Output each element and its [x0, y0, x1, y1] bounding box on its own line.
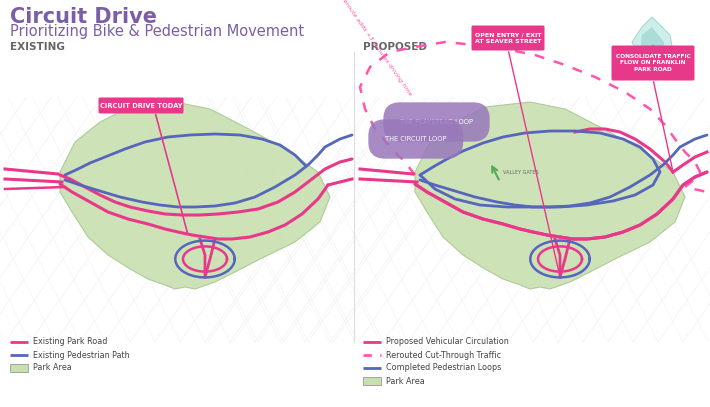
Text: Park Area: Park Area [33, 363, 72, 372]
Polygon shape [632, 17, 674, 69]
FancyBboxPatch shape [363, 377, 381, 385]
Text: CONSOLIDATE TRAFFIC
FLOW ON FRANKLIN
PARK ROAD: CONSOLIDATE TRAFFIC FLOW ON FRANKLIN PAR… [616, 54, 690, 72]
Text: Park Area: Park Area [386, 376, 425, 385]
FancyBboxPatch shape [10, 364, 28, 372]
Text: CIRCUIT DRIVE TODAY: CIRCUIT DRIVE TODAY [99, 103, 182, 109]
Text: THE CIRCUIT LOOP: THE CIRCUIT LOOP [385, 136, 447, 142]
Text: PROPOSED: PROPOSED [363, 42, 427, 52]
Polygon shape [415, 102, 685, 289]
Text: Existing Pedestrian Path: Existing Pedestrian Path [33, 350, 130, 359]
Text: THE PLAYSTEAD LOOP: THE PLAYSTEAD LOOP [400, 119, 473, 125]
Text: Proposed Vehicular Circulation: Proposed Vehicular Circulation [386, 337, 509, 346]
Polygon shape [640, 27, 664, 65]
Text: EXISTING: EXISTING [10, 42, 65, 52]
FancyBboxPatch shape [611, 46, 694, 81]
FancyBboxPatch shape [99, 98, 183, 114]
Text: Circuit Drive: Circuit Drive [10, 7, 157, 27]
Text: Prioritizing Bike & Pedestrian Movement: Prioritizing Bike & Pedestrian Movement [10, 24, 304, 39]
Text: OPEN ENTRY / EXIT
AT SEAVER STREET: OPEN ENTRY / EXIT AT SEAVER STREET [475, 33, 541, 44]
FancyBboxPatch shape [471, 26, 545, 50]
Text: Rerouted Cut-Through Traffic: Rerouted Cut-Through Traffic [386, 350, 501, 359]
Text: VALLEY GATES: VALLEY GATES [503, 169, 539, 175]
Text: Existing Park Road: Existing Park Road [33, 337, 107, 346]
Polygon shape [60, 102, 330, 289]
Text: ♦: ♦ [643, 42, 661, 61]
Text: Completed Pedestrian Loops: Completed Pedestrian Loops [386, 363, 501, 372]
Text: reroute adds +3 minutes driving time: reroute adds +3 minutes driving time [340, 0, 413, 97]
